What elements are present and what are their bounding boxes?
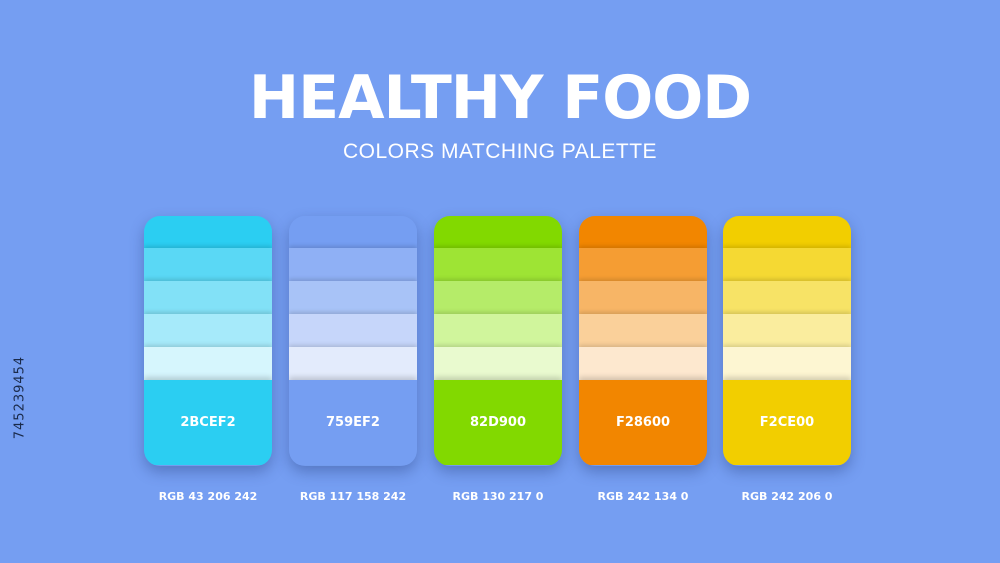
tint-band — [289, 314, 417, 347]
palette-card-orange: F28600 — [579, 216, 707, 466]
tint-band — [144, 347, 272, 380]
palette-card-blue: 2BCEF2 — [144, 216, 272, 466]
tint-band — [434, 216, 562, 248]
tint-band — [289, 248, 417, 281]
main-swatch: F28600 — [579, 380, 707, 465]
main-swatch: 2BCEF2 — [144, 380, 272, 465]
palette-card-periwinkle: 759EF2 — [289, 216, 417, 466]
page-subtitle: COLORS MATCHING PALETTE — [342, 140, 658, 163]
tint-band — [579, 281, 707, 314]
tint-band — [144, 281, 272, 314]
page-title: HEALTHY FOOD — [248, 63, 752, 133]
tint-band — [723, 216, 851, 248]
tint-band — [434, 248, 562, 281]
hex-code: 2BCEF2 — [180, 415, 236, 430]
tint-band — [144, 216, 272, 248]
rgb-label: RGB 242 134 0 — [597, 490, 689, 503]
tint-band — [289, 347, 417, 380]
tint-band — [723, 347, 851, 380]
tint-band — [723, 248, 851, 281]
tint-band — [434, 347, 562, 380]
rgb-label: RGB 130 217 0 — [452, 490, 544, 503]
tint-band — [144, 314, 272, 347]
tint-band — [723, 314, 851, 347]
main-swatch: 82D900 — [434, 380, 562, 465]
tint-band — [579, 216, 707, 248]
tint-band — [289, 216, 417, 248]
hex-code: 82D900 — [469, 415, 527, 430]
rgb-label: RGB 43 206 242 — [158, 490, 258, 503]
tint-band — [144, 248, 272, 281]
tint-band — [434, 281, 562, 314]
hex-code: 759EF2 — [326, 415, 380, 430]
tint-band — [579, 347, 707, 380]
hex-code: F2CE00 — [759, 415, 815, 430]
tint-band — [579, 248, 707, 281]
palette-card-green: 82D900 — [434, 216, 562, 466]
tint-band — [289, 281, 417, 314]
tint-band — [723, 281, 851, 314]
side-id-text: 745239454 — [12, 355, 28, 440]
tint-band — [579, 314, 707, 347]
main-swatch: 759EF2 — [289, 380, 417, 465]
rgb-label: RGB 117 158 242 — [299, 490, 407, 503]
rgb-label: RGB 242 206 0 — [741, 490, 833, 503]
main-swatch: F2CE00 — [723, 380, 851, 465]
palette-card-yellow: F2CE00 — [723, 216, 851, 466]
hex-code: F28600 — [615, 415, 671, 430]
tint-band — [434, 314, 562, 347]
